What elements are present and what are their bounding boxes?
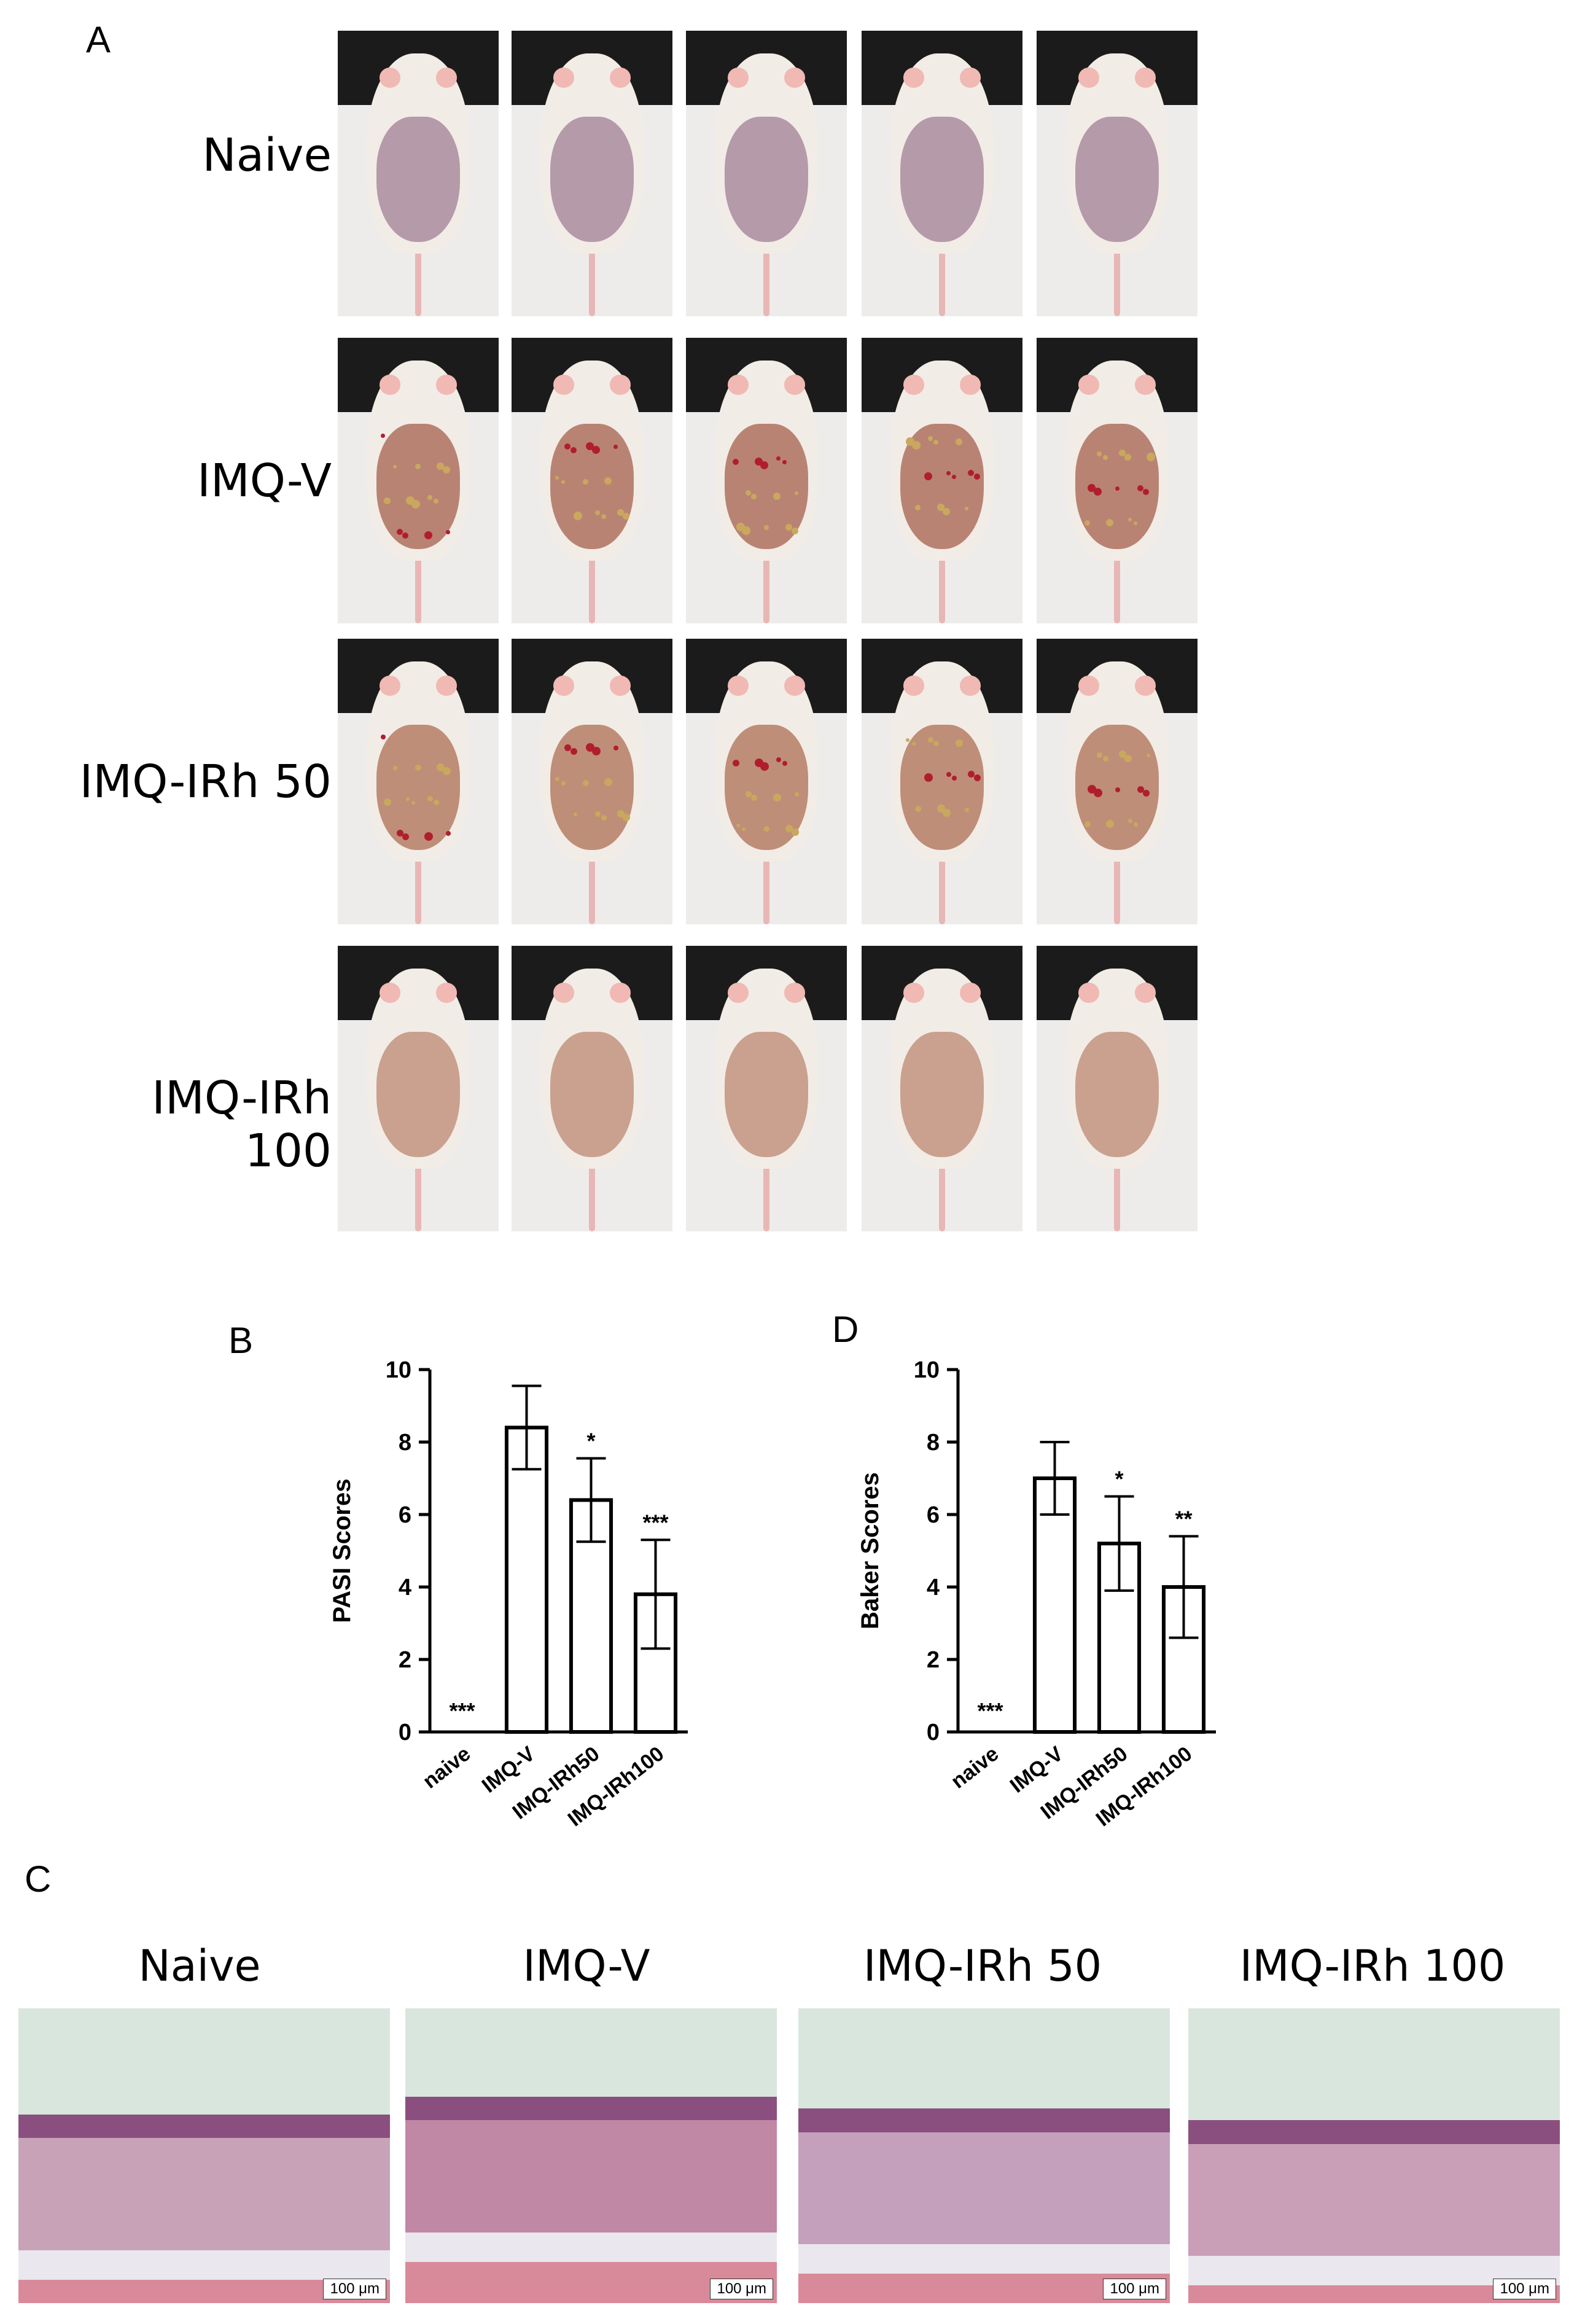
mouse-photo (512, 639, 672, 924)
significance-marker: *** (642, 1510, 668, 1535)
scale-bar-label: 100 μm (1493, 2279, 1556, 2299)
panel-letter-c: C (25, 1858, 52, 1900)
histology-label: IMQ-V (523, 1941, 650, 1991)
x-category-label: naive (947, 1742, 1003, 1793)
histology-label: Naive (138, 1941, 261, 1991)
mouse-photo (1037, 639, 1198, 924)
row-label: Naive (202, 129, 332, 182)
y-tick-label: 8 (399, 1430, 411, 1456)
y-tick-label: 0 (927, 1720, 940, 1745)
y-tick-label: 0 (399, 1720, 411, 1745)
histology-image: 100 μm (1188, 2008, 1560, 2303)
mouse-photo (338, 338, 499, 623)
y-tick-label: 10 (914, 1357, 940, 1383)
y-axis-label: Baker Scores (857, 1472, 884, 1629)
scale-bar-label: 100 μm (1103, 2279, 1166, 2299)
scale-bar-label: 100 μm (323, 2279, 386, 2299)
histology-label: IMQ-IRh 100 (1239, 1941, 1506, 1991)
panel-letter-d: D (832, 1309, 859, 1350)
bar (504, 1425, 549, 1734)
mouse-photo (862, 31, 1022, 316)
mouse-photo (512, 31, 672, 316)
y-tick-label: 6 (927, 1502, 940, 1528)
histology-image: 100 μm (18, 2008, 390, 2303)
mouse-photo (686, 639, 847, 924)
mouse-photo (512, 946, 672, 1231)
histology-label: IMQ-IRh 50 (863, 1941, 1102, 1991)
significance-marker: *** (449, 1698, 475, 1723)
scale-bar-label: 100 μm (710, 2279, 773, 2299)
row-label: IMQ-V (197, 454, 332, 507)
mouse-photo (862, 338, 1022, 623)
y-tick-label: 4 (927, 1575, 940, 1601)
y-tick-label: 4 (399, 1575, 411, 1601)
mouse-photo (686, 338, 847, 623)
mouse-photo (1037, 31, 1198, 316)
mouse-photo (338, 31, 499, 316)
significance-marker: *** (977, 1698, 1003, 1723)
bar (1032, 1476, 1077, 1734)
significance-marker: * (586, 1429, 595, 1454)
mouse-photo (686, 31, 847, 316)
mouse-photo (686, 946, 847, 1231)
y-tick-label: 2 (927, 1647, 940, 1673)
mouse-photo (862, 639, 1022, 924)
panel-letter-a: A (86, 19, 111, 60)
y-tick-label: 8 (927, 1430, 940, 1456)
mouse-photo (1037, 946, 1198, 1231)
y-tick-label: 10 (386, 1357, 411, 1383)
panel-letter-b: B (228, 1320, 254, 1361)
mouse-photo (512, 338, 672, 623)
y-tick-label: 6 (399, 1502, 411, 1528)
significance-marker: * (1115, 1467, 1123, 1492)
mouse-photo (862, 946, 1022, 1231)
y-axis-label: PASI Scores (329, 1479, 356, 1623)
mouse-photo (1037, 338, 1198, 623)
row-label: IMQ-IRh 50 (79, 755, 332, 808)
mouse-photo (338, 639, 499, 924)
histology-image: 100 μm (405, 2008, 777, 2303)
y-tick-label: 2 (399, 1647, 411, 1673)
significance-marker: ** (1175, 1506, 1192, 1531)
histology-image: 100 μm (798, 2008, 1170, 2303)
x-category-label: naive (419, 1742, 475, 1793)
row-label: IMQ-IRh 100 (152, 1072, 332, 1177)
mouse-photo (338, 946, 499, 1231)
